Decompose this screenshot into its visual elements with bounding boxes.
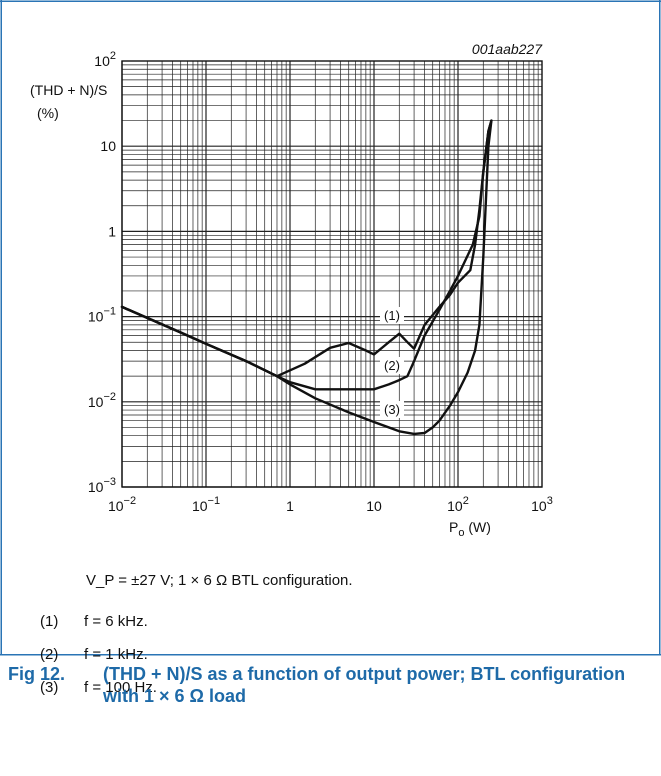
series-label: (2) xyxy=(384,358,400,373)
y-tick-label: 10 xyxy=(100,138,116,154)
frame-right-line xyxy=(659,0,661,655)
y-tick-label: 10−2 xyxy=(88,391,116,410)
y-axis-label: (THD + N)/S xyxy=(30,82,107,98)
condition-text: V_P = ±27 V; 1 × 6 Ω BTL configuration. xyxy=(86,572,353,589)
x-tick-label: 10−1 xyxy=(192,495,220,514)
x-tick-label: 103 xyxy=(531,495,553,514)
figure-code: 001aab227 xyxy=(472,41,543,57)
series-line xyxy=(120,119,493,391)
y-tick-label: 102 xyxy=(94,50,116,69)
x-tick-label: 10 xyxy=(366,498,382,514)
series-label: (1) xyxy=(384,308,400,323)
thd-chart: 10−2 10−1 1 10 102 10310−310−210−1110102(THD … xyxy=(30,41,553,539)
legend-item-2: (2) f = 1 kHz. xyxy=(40,646,148,663)
legend-number: (2) xyxy=(40,646,59,663)
series-label-bg xyxy=(380,307,404,324)
condition-note: V_P = ±27 V; 1 × 6 Ω BTL configuration. xyxy=(86,572,353,589)
y-tick-label: 10−1 xyxy=(88,306,116,325)
y-axis-unit: (%) xyxy=(37,105,59,121)
series-line xyxy=(120,119,493,436)
x-tick-label: 102 xyxy=(447,495,469,514)
figure-number: Fig 12. xyxy=(8,664,66,684)
plot-border xyxy=(121,60,543,488)
y-tick-label: 10−3 xyxy=(88,476,116,495)
legend-item-3: (3) f = 100 Hz. xyxy=(40,679,157,696)
curves-group xyxy=(120,119,493,436)
series-label: (3) xyxy=(384,402,400,417)
x-axis-label: Po (W) xyxy=(449,519,491,539)
figure-title: (THD + N)/S as a function of output powe… xyxy=(103,664,626,706)
legend-text: f = 100 Hz. xyxy=(84,679,157,696)
series-label-bg xyxy=(380,357,404,374)
legend-text: f = 1 kHz. xyxy=(84,646,148,663)
frame-bottom-line xyxy=(0,654,661,656)
frame-left-line xyxy=(0,0,2,655)
x-tick-label: 10−2 xyxy=(108,495,136,514)
series-line xyxy=(120,119,493,378)
y-tick-label: 1 xyxy=(108,223,116,239)
legend-number: (3) xyxy=(40,679,59,696)
legend-number: (1) xyxy=(40,613,59,630)
series-label-bg xyxy=(380,401,404,418)
x-tick-label: 1 xyxy=(286,498,294,514)
legend-item-1: (1) f = 6 kHz. xyxy=(40,613,148,630)
frame-top-line xyxy=(0,0,661,2)
legend-text: f = 6 kHz. xyxy=(84,613,148,630)
